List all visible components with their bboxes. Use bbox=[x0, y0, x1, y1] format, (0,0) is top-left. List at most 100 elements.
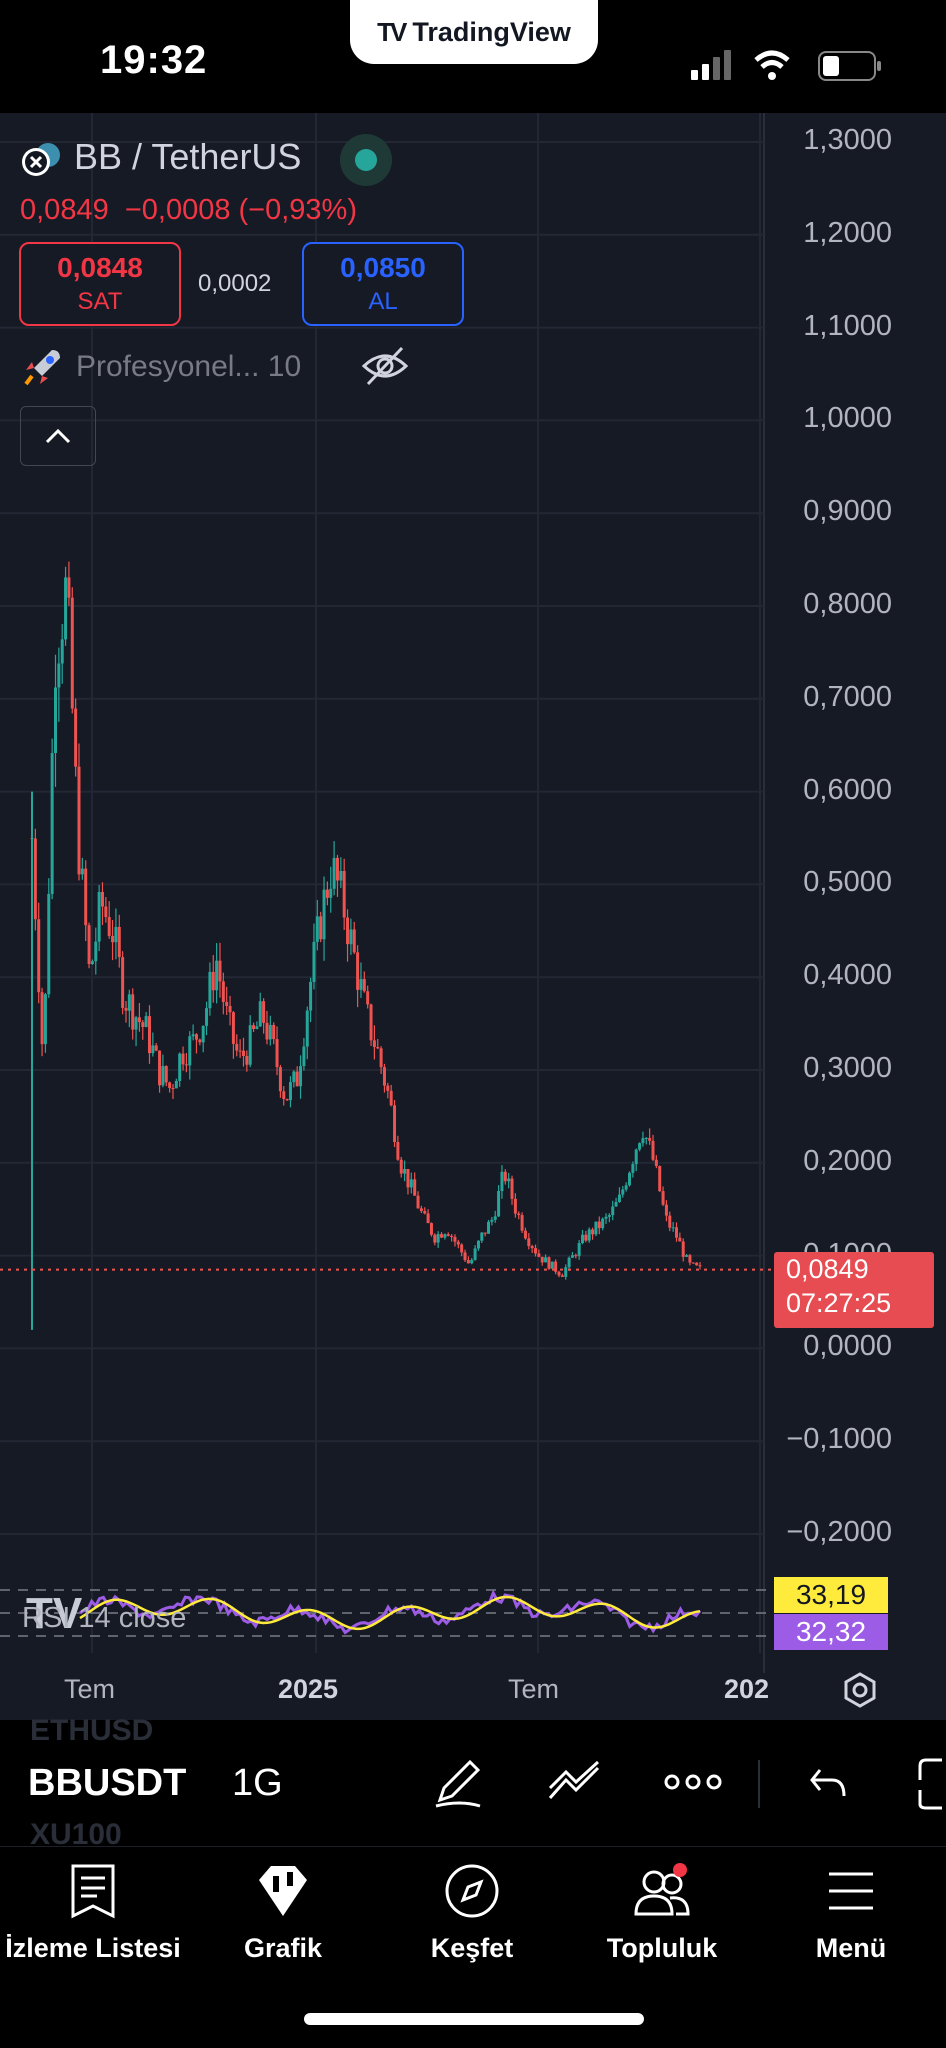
rsi-legend[interactable]: RSI 14 close bbox=[22, 1602, 187, 1634]
candle-body bbox=[335, 857, 339, 881]
candle-body bbox=[681, 1241, 685, 1257]
candle-body bbox=[127, 994, 131, 1011]
candle-body bbox=[87, 925, 91, 964]
nav-watchlist[interactable]: İzleme Listesi bbox=[0, 1862, 188, 1964]
candle-body bbox=[567, 1257, 571, 1268]
chevron-up-icon bbox=[45, 428, 71, 444]
nav-chart[interactable]: Grafik bbox=[188, 1862, 378, 1964]
fullscreen-icon[interactable] bbox=[916, 1756, 946, 1812]
candle-body bbox=[534, 1248, 538, 1254]
nav-label: Topluluk bbox=[606, 1933, 718, 1963]
candle-body bbox=[134, 1017, 138, 1030]
candle-body bbox=[218, 960, 222, 982]
candle-body bbox=[188, 1036, 192, 1066]
candle-body bbox=[366, 991, 370, 1005]
candle-body bbox=[201, 1025, 205, 1043]
brand-name: TradingView bbox=[412, 16, 571, 47]
candle-body bbox=[648, 1137, 652, 1141]
candle-body bbox=[171, 1087, 175, 1089]
candle-body bbox=[161, 1066, 165, 1086]
candle-body bbox=[215, 960, 219, 991]
candle-body bbox=[40, 992, 44, 1045]
x-tick-label: 202 bbox=[724, 1674, 770, 1704]
chart-panel[interactable] bbox=[0, 113, 946, 1725]
candle-body bbox=[443, 1234, 447, 1238]
candle-body bbox=[292, 1071, 296, 1083]
collapse-legend-button[interactable] bbox=[20, 406, 96, 466]
nav-community[interactable]: Topluluk bbox=[567, 1862, 757, 1964]
candle-body bbox=[144, 1016, 148, 1027]
price-change: 0,0849 −0,0008 (−0,93%) bbox=[20, 194, 357, 227]
candle-body bbox=[262, 1001, 266, 1023]
rsi-line bbox=[79, 1589, 702, 1635]
tradingview-watermark-icon: TV bbox=[26, 1589, 83, 1638]
candle-body bbox=[265, 1022, 269, 1040]
candle-body bbox=[440, 1234, 444, 1238]
more-icon[interactable] bbox=[664, 1772, 722, 1792]
candle-body bbox=[611, 1206, 615, 1216]
nav-divider bbox=[0, 1846, 946, 1847]
candle-body bbox=[278, 1067, 282, 1092]
candle-body bbox=[372, 1040, 376, 1048]
candle-body bbox=[151, 1045, 155, 1054]
candle-body bbox=[490, 1219, 494, 1222]
recent-symbol-ghost: ETHUSD bbox=[30, 1714, 154, 1747]
candle-body bbox=[527, 1238, 531, 1247]
candle-body bbox=[554, 1261, 558, 1272]
candle-body bbox=[628, 1172, 632, 1186]
candle-body bbox=[483, 1232, 487, 1234]
pair-title[interactable]: BB / TetherUS bbox=[74, 136, 302, 177]
candle-body bbox=[386, 1085, 390, 1091]
home-indicator bbox=[304, 2013, 644, 2025]
candle-body bbox=[238, 1050, 242, 1052]
candle-body bbox=[97, 892, 101, 942]
candle-body bbox=[446, 1234, 450, 1236]
candle-body bbox=[517, 1213, 521, 1216]
candle-body bbox=[671, 1227, 675, 1229]
candle-body bbox=[191, 1034, 195, 1037]
candle-body bbox=[211, 971, 215, 991]
interval-button[interactable]: 1G bbox=[232, 1762, 283, 1804]
candle-body bbox=[523, 1230, 527, 1239]
nav-menu[interactable]: Menü bbox=[756, 1862, 946, 1964]
recent-symbol-ghost: XU100 bbox=[30, 1818, 122, 1851]
candle-body bbox=[634, 1149, 638, 1165]
eye-hidden-icon[interactable] bbox=[360, 344, 410, 388]
candle-body bbox=[601, 1218, 605, 1229]
candle-body bbox=[382, 1067, 386, 1086]
candle-body bbox=[466, 1260, 470, 1264]
candle-body bbox=[413, 1179, 417, 1196]
indicators-icon[interactable] bbox=[546, 1758, 606, 1806]
candle-body bbox=[235, 1043, 239, 1051]
undo-icon[interactable] bbox=[808, 1766, 848, 1802]
candle-body bbox=[497, 1190, 501, 1217]
candle-body bbox=[587, 1229, 591, 1241]
rsi-ma-line bbox=[79, 1595, 701, 1631]
candle-body bbox=[47, 893, 51, 995]
nav-explore[interactable]: Keşfet bbox=[377, 1862, 567, 1964]
candle-body bbox=[111, 936, 115, 943]
chart-settings-icon[interactable] bbox=[840, 1670, 880, 1710]
drawing-pen-icon[interactable] bbox=[430, 1756, 484, 1810]
candle-body bbox=[473, 1248, 477, 1260]
candle-body bbox=[245, 1055, 249, 1065]
candle-body bbox=[57, 663, 61, 688]
status-icons bbox=[691, 50, 881, 81]
indicator-label[interactable]: Profesyonel... 10 bbox=[76, 350, 302, 383]
price-chart[interactable]: TV bbox=[0, 113, 946, 1725]
sell-button[interactable]: 0,0848 SAT bbox=[19, 242, 181, 326]
buy-button[interactable]: 0,0850 AL bbox=[302, 242, 464, 326]
nav-label: Grafik bbox=[243, 1933, 323, 1963]
candle-body bbox=[476, 1240, 480, 1249]
candle-body bbox=[436, 1234, 440, 1243]
candle-body bbox=[513, 1198, 517, 1214]
candle-body bbox=[470, 1259, 474, 1264]
candle-body bbox=[597, 1221, 601, 1229]
candle-body bbox=[158, 1050, 162, 1086]
candle-body bbox=[164, 1066, 168, 1083]
candle-body bbox=[84, 868, 88, 926]
candle-body bbox=[181, 1053, 185, 1065]
candle-body bbox=[258, 1001, 262, 1027]
watchlist-icon bbox=[71, 1864, 115, 1919]
symbol-search-button[interactable]: BBUSDT bbox=[28, 1762, 187, 1804]
